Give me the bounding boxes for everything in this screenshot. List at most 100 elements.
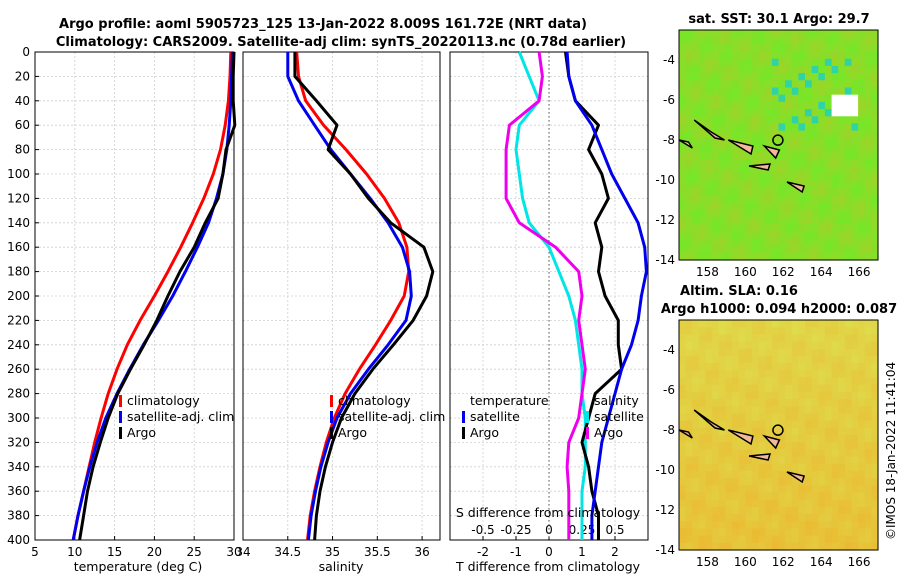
map-cell <box>838 202 846 211</box>
map-cell <box>831 44 839 53</box>
map-cell <box>679 348 687 357</box>
map-cell <box>758 399 766 407</box>
map-cell <box>805 252 813 261</box>
map-cell <box>712 73 720 81</box>
map-cell <box>858 238 866 247</box>
map-cell <box>698 101 707 110</box>
map-cell <box>705 327 713 335</box>
map-cell <box>805 130 813 139</box>
map-cell <box>811 363 819 371</box>
map-cell <box>698 37 707 45</box>
map-cell <box>831 435 839 443</box>
map-cell <box>732 58 740 67</box>
map-cell <box>738 152 746 160</box>
map-cell <box>791 252 799 261</box>
map-cell <box>798 245 806 254</box>
map-cell <box>831 413 839 422</box>
map-cell <box>831 420 839 429</box>
map-cell <box>811 73 819 81</box>
map-cell <box>818 370 826 379</box>
map-cell <box>791 348 799 357</box>
map-cell <box>778 435 786 443</box>
map-cell <box>698 152 707 160</box>
map-cell <box>858 173 866 182</box>
map-cell <box>765 355 773 364</box>
map-cell <box>785 542 793 551</box>
map-cell <box>765 542 773 551</box>
map-cell <box>871 463 879 472</box>
map-cell <box>858 152 866 160</box>
map-cell <box>871 130 879 139</box>
map-cell <box>824 252 833 261</box>
map-cell <box>871 101 879 110</box>
map-cell <box>798 238 806 247</box>
island-shape <box>786 181 806 194</box>
map-cell <box>732 449 740 458</box>
map-cell <box>679 535 687 544</box>
map-cell <box>831 245 839 254</box>
map-cell <box>811 238 819 247</box>
y-tick-label: 180 <box>7 265 30 279</box>
map-cell <box>732 44 740 53</box>
map-cell <box>738 377 746 386</box>
map-cell <box>698 435 707 443</box>
map-cell <box>791 238 799 247</box>
map-cell <box>718 245 726 254</box>
map-cell <box>785 499 793 508</box>
map-cell <box>871 449 879 458</box>
map-cell <box>718 456 726 465</box>
map-cell <box>831 485 839 494</box>
map-cell <box>738 188 746 196</box>
map-cell <box>712 252 720 261</box>
map-cell <box>698 355 707 364</box>
map-cell <box>844 65 852 74</box>
map-cell <box>838 238 846 247</box>
map-cell <box>705 44 713 53</box>
map-cell <box>778 406 786 415</box>
map-cell <box>765 449 773 458</box>
map-cell <box>718 37 726 45</box>
map-cell <box>858 145 866 153</box>
map-cell <box>864 188 872 196</box>
map-cell <box>738 363 746 371</box>
map-cell <box>692 173 700 182</box>
map-cell <box>732 435 740 443</box>
map-cell <box>705 109 713 117</box>
map-cell <box>765 101 773 110</box>
map-cell <box>824 123 833 132</box>
map-cell <box>871 528 879 537</box>
map-cell <box>758 384 766 393</box>
map-cell <box>818 166 826 175</box>
map-cell <box>752 435 760 443</box>
map-cell <box>745 166 753 175</box>
map-cell <box>771 51 780 60</box>
map-cell <box>692 506 700 515</box>
map-cell <box>785 391 793 400</box>
map-cell <box>752 37 760 45</box>
map-cell <box>705 202 713 211</box>
map-y-tick-label: -8 <box>663 133 675 147</box>
map-cell <box>692 535 700 544</box>
map-cell <box>858 492 866 501</box>
map-cell <box>838 87 846 96</box>
map-cell <box>818 209 826 218</box>
map-cell <box>752 406 760 415</box>
map-cell <box>791 166 799 175</box>
map-cell <box>692 80 700 89</box>
map-cell <box>851 420 859 429</box>
map-cell <box>738 65 746 74</box>
map-cell <box>818 216 826 225</box>
map-cell <box>692 145 700 153</box>
map-cell <box>705 456 713 465</box>
map-cell <box>718 391 726 400</box>
map-cell <box>732 116 740 125</box>
map-cell <box>698 348 707 357</box>
map-cell <box>851 442 859 450</box>
map-cell <box>765 173 773 182</box>
map-cell <box>758 166 766 175</box>
map-cell <box>698 320 707 328</box>
map-cell <box>818 449 826 458</box>
map-cell <box>871 137 879 146</box>
map-cell <box>858 159 866 168</box>
map-cell <box>698 145 707 153</box>
